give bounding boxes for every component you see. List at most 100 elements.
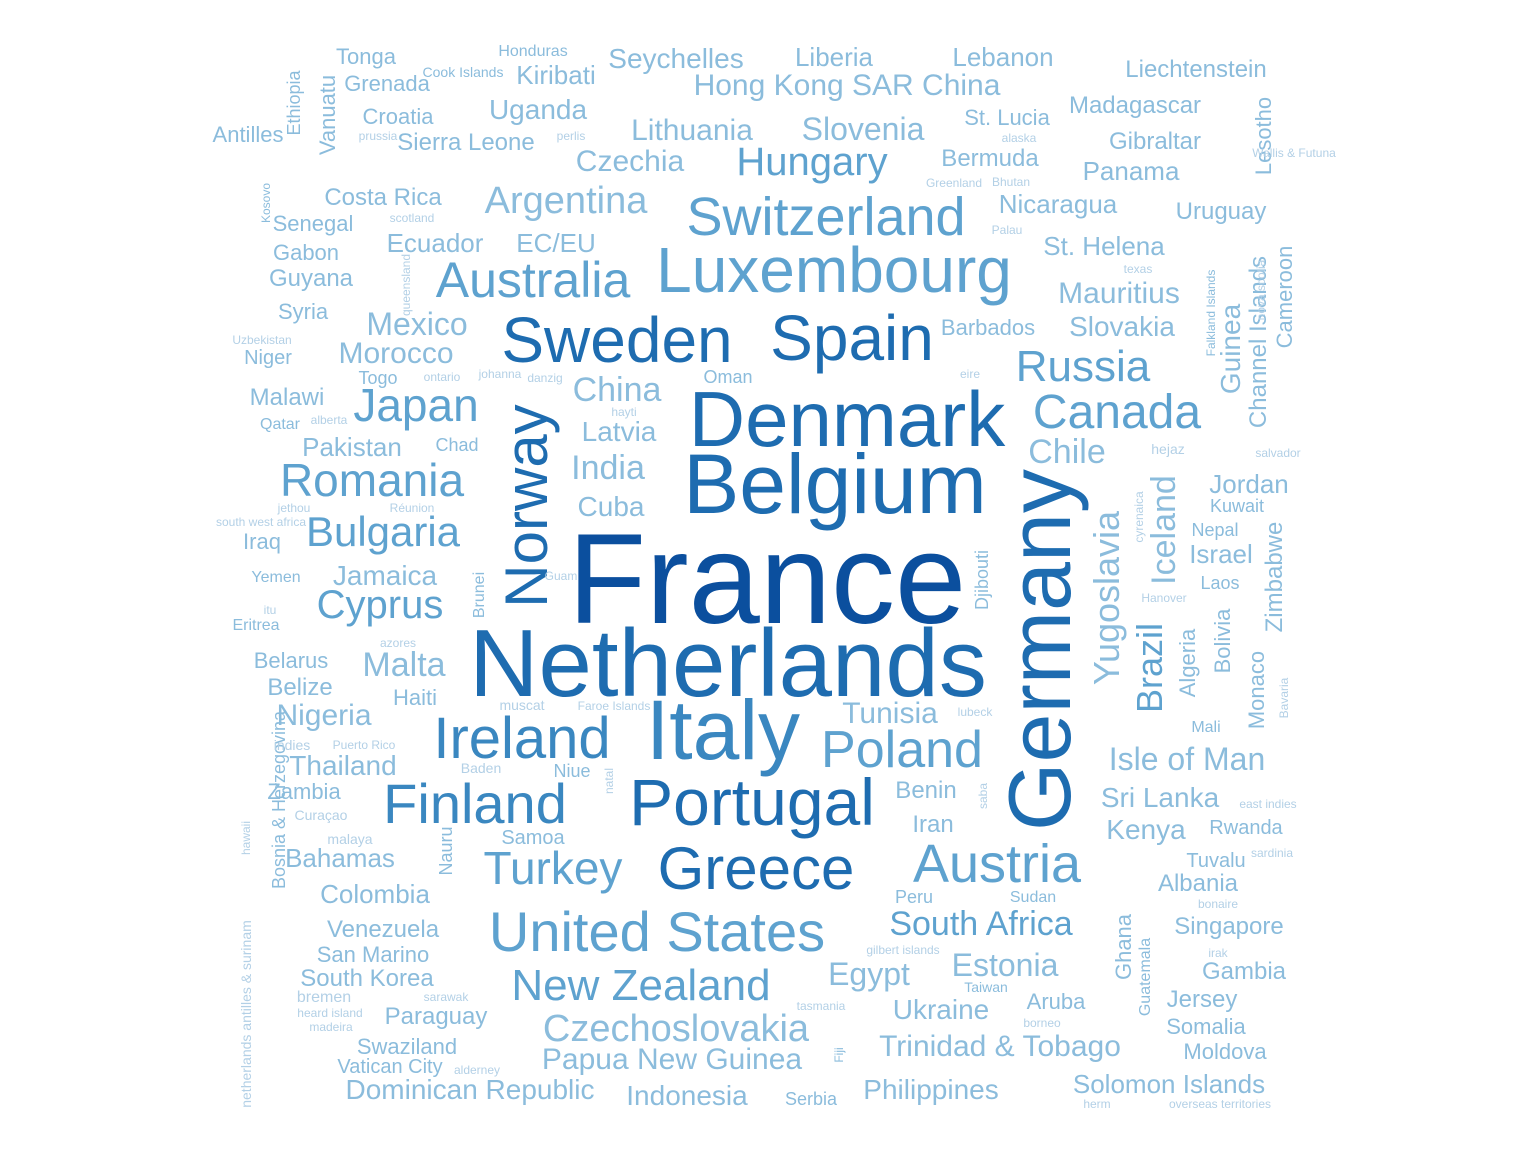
word-romania: Romania — [279, 454, 465, 506]
word-india: India — [571, 449, 645, 487]
word-costa-rica: Costa Rica — [324, 184, 442, 211]
word-grenada: Grenada — [344, 71, 430, 96]
word-uruguay: Uruguay — [1175, 198, 1267, 225]
word-iraq: Iraq — [243, 529, 281, 554]
word-st-lucia: St. Lucia — [964, 105, 1050, 130]
word-fiji: Fiji — [832, 1047, 846, 1063]
word-philippines: Philippines — [863, 1074, 999, 1105]
word-liechtenstein: Liechtenstein — [1125, 56, 1267, 83]
word-hayti: hayti — [611, 405, 637, 419]
word-alberta: alberta — [310, 413, 348, 427]
word-madeira: madeira — [309, 1020, 353, 1034]
word-netherlands: Netherlands — [469, 610, 987, 717]
word-irak: irak — [1208, 946, 1228, 960]
word-brunei: Brunei — [471, 571, 488, 619]
word-italy: Italy — [645, 683, 801, 777]
word-new-zealand: New Zealand — [511, 961, 771, 1010]
word-yemen: Yemen — [251, 569, 301, 586]
word-ontario: ontario — [423, 370, 461, 384]
word-texas: texas — [1123, 262, 1153, 276]
word-curacao: Curaçao — [294, 807, 348, 823]
word-zimbabwe: Zimbabwe — [1261, 521, 1288, 633]
word-colombia: Colombia — [320, 879, 430, 909]
word-paraguay: Paraguay — [384, 1003, 488, 1030]
word-venezuela: Venezuela — [326, 916, 440, 943]
word-niger: Niger — [244, 347, 292, 369]
word-kuwait: Kuwait — [1209, 496, 1265, 516]
word-kosovo: Kosovo — [259, 182, 273, 224]
word-bermuda: Bermuda — [941, 145, 1039, 172]
word-papua-new-guinea: Papua New Guinea — [541, 1043, 803, 1076]
word-natal: natal — [602, 767, 616, 795]
word-portugal: Portugal — [629, 765, 875, 839]
word-iran: Iran — [912, 811, 954, 838]
word-eritrea: Eritrea — [232, 617, 280, 634]
word-cyprus: Cyprus — [316, 583, 444, 627]
word-samoa: Samoa — [501, 827, 565, 849]
word-reunion: Réunion — [389, 501, 435, 515]
word-hejaz: hejaz — [1151, 441, 1185, 457]
word-danzig: danzig — [527, 371, 563, 385]
word-lesotho: Lesotho — [1251, 96, 1276, 176]
word-bavaria: Bavaria — [1277, 677, 1291, 719]
word-monaco: Monaco — [1244, 650, 1269, 730]
word-russia: Russia — [1015, 342, 1151, 391]
word-spain: Spain — [770, 302, 934, 374]
word-guatemala: Guatemala — [1137, 937, 1154, 1017]
word-somalia: Somalia — [1166, 1014, 1246, 1039]
word-latvia: Latvia — [581, 416, 657, 447]
word-moldova: Moldova — [1183, 1039, 1267, 1064]
word-netherlands-antilles-and-surinam: netherlands antilles & surinam — [238, 920, 254, 1108]
word-luxembourg: Luxembourg — [656, 234, 1012, 306]
word-sarawak: sarawak — [423, 990, 469, 1004]
word-chad: Chad — [435, 435, 479, 455]
word-singapore: Singapore — [1174, 913, 1284, 940]
word-rwanda: Rwanda — [1209, 817, 1283, 839]
word-malta: Malta — [362, 646, 446, 684]
word-ireland: Ireland — [433, 706, 611, 771]
word-trinidad-and-tobago: Trinidad & Tobago — [879, 1030, 1121, 1063]
word-tonga: Tonga — [336, 44, 396, 69]
word-saba: saba — [976, 782, 990, 810]
word-ethiopia: Ethiopia — [284, 70, 304, 136]
word-scotland: scotland — [389, 211, 435, 225]
word-laos: Laos — [1200, 573, 1240, 593]
word-mexico: Mexico — [366, 306, 468, 342]
word-south-korea: South Korea — [300, 965, 434, 992]
word-sri-lanka: Sri Lanka — [1100, 782, 1220, 813]
word-peru: Peru — [894, 887, 934, 907]
word-queensland: queensland — [399, 253, 413, 317]
word-lithuania: Lithuania — [631, 114, 753, 147]
word-czechoslovakia: Czechoslovakia — [542, 1008, 810, 1050]
word-gambia: Gambia — [1201, 958, 1287, 985]
word-bonaire: bonaire — [1197, 897, 1239, 911]
word-malawi: Malawi — [249, 384, 325, 411]
word-oman: Oman — [703, 367, 753, 387]
word-jethou: jethou — [277, 501, 311, 515]
word-antilles: Antilles — [212, 122, 284, 147]
word-argentina: Argentina — [484, 180, 648, 222]
word-heard-island: heard island — [297, 1006, 363, 1020]
word-pakistan: Pakistan — [302, 432, 402, 462]
word-cuba: Cuba — [577, 491, 645, 522]
word-israel: Israel — [1189, 539, 1253, 569]
word-germany: Germany — [990, 469, 1089, 831]
word-sardinia: sardinia — [1250, 846, 1294, 860]
word-poland: Poland — [821, 721, 983, 779]
word-mauritius: Mauritius — [1058, 277, 1180, 310]
word-qatar: Qatar — [259, 416, 301, 433]
word-china: China — [572, 371, 662, 409]
word-indonesia: Indonesia — [626, 1080, 748, 1111]
word-panama: Panama — [1082, 156, 1180, 186]
word-slovenia: Slovenia — [801, 111, 925, 147]
word-itu: itu — [263, 603, 277, 617]
word-herm: herm — [1083, 1097, 1111, 1111]
word-belize: Belize — [267, 674, 333, 701]
word-uganda: Uganda — [488, 94, 588, 125]
word-greenland: Greenland — [925, 176, 983, 190]
word-australia: Australia — [435, 252, 631, 308]
word-ukraine: Ukraine — [892, 994, 990, 1025]
word-tunisia: Tunisia — [842, 697, 938, 730]
word-kiribati: Kiribati — [516, 60, 596, 90]
